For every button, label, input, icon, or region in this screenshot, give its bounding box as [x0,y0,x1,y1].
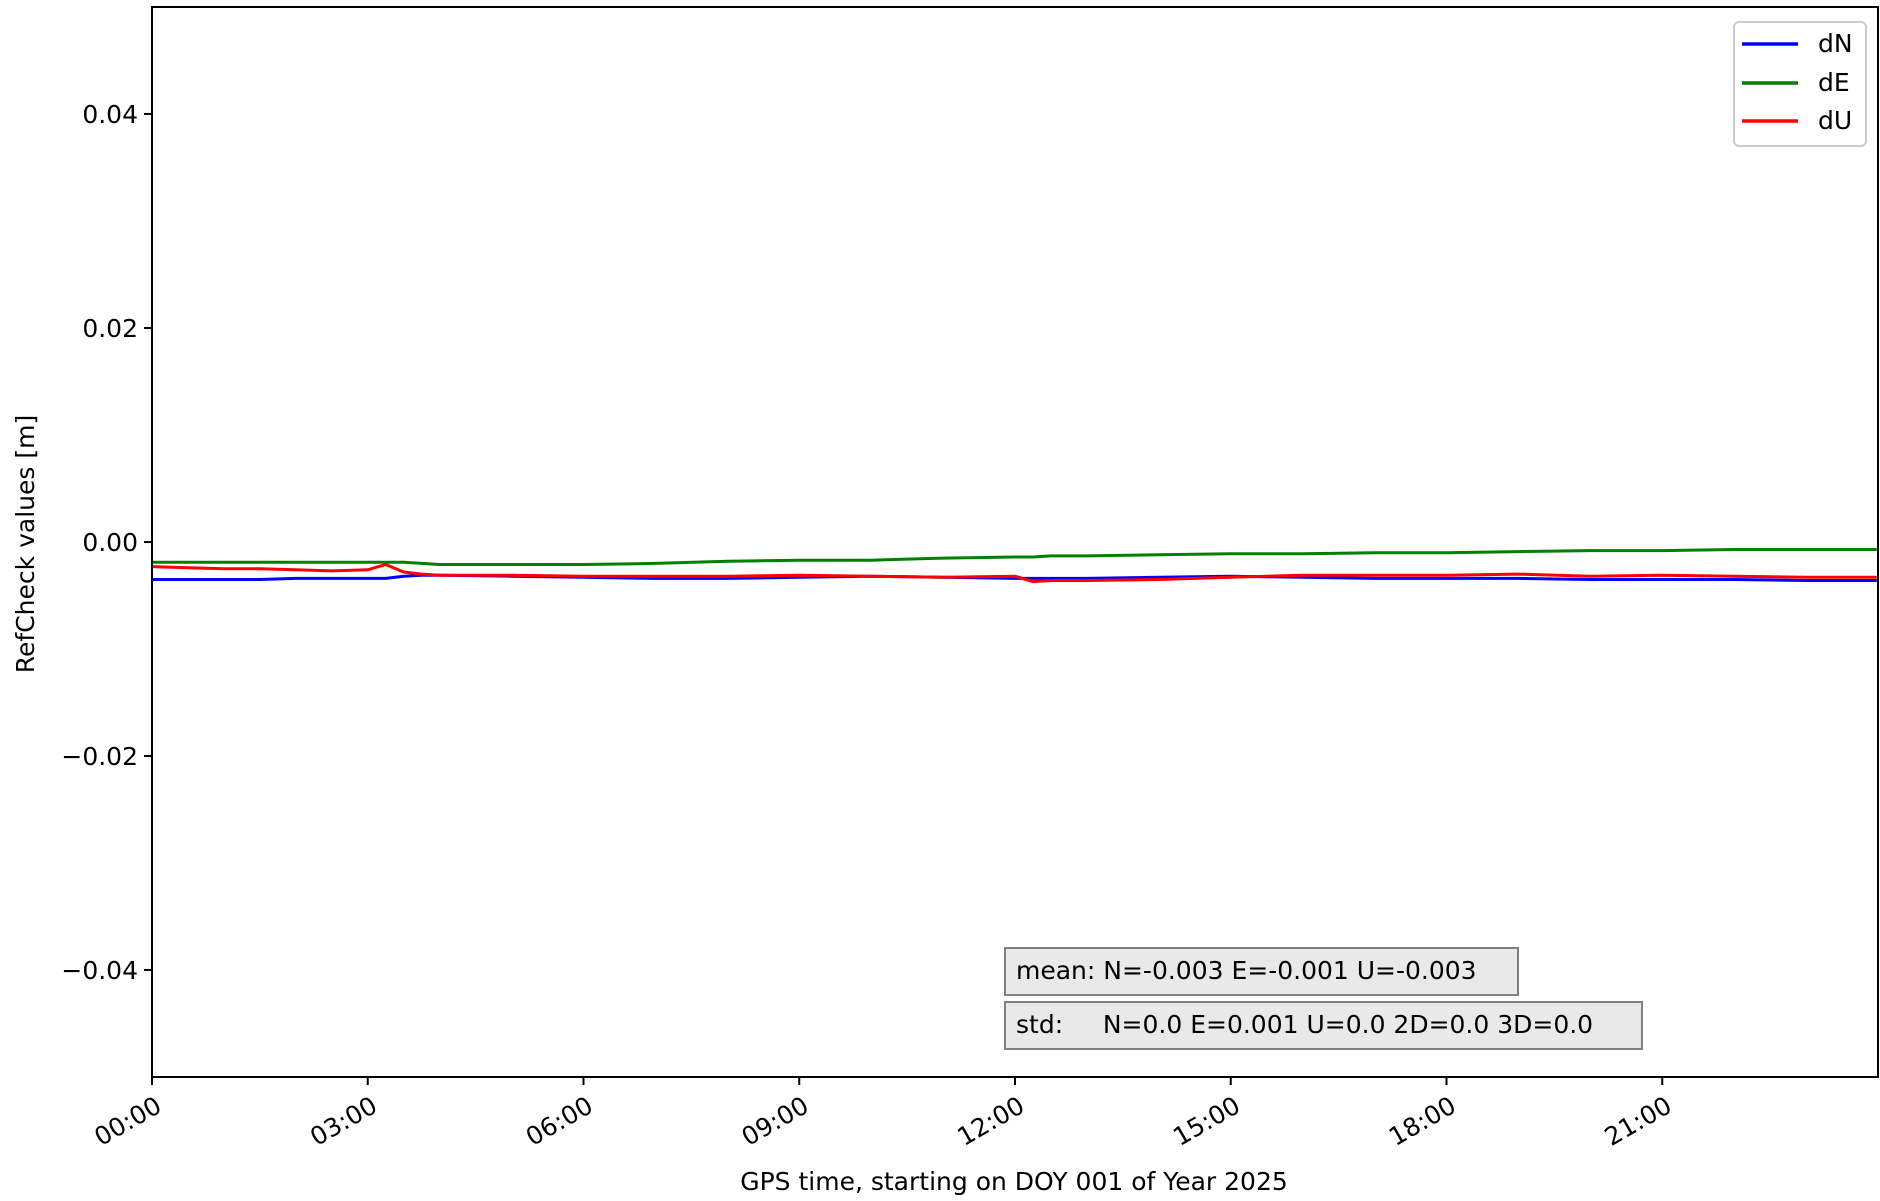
annotation-mean-text: mean: N=-0.003 E=-0.001 U=-0.003 [1016,956,1477,985]
plot-frame [151,6,1879,1078]
series-line-dE [152,548,1877,566]
y-axis-label: RefCheck values [m] [11,415,40,673]
annotation-mean-box [1004,947,1519,996]
y-tick-label: −0.02 [61,742,138,771]
legend-label-dN: dN [1818,29,1853,58]
annotation-mean: mean: N=-0.003 E=-0.001 U=-0.003 [1004,947,1519,996]
legend-label-dE: dE [1818,68,1850,97]
series-layer [151,548,1877,584]
annotation-std: std: N=0.0 E=0.001 U=0.0 2D=0.0 3D=0.0 [1004,1001,1643,1050]
y-tick-label: 0.00 [82,528,138,557]
y-tick-label: 0.02 [82,314,138,343]
y-tick-label: 0.04 [82,100,138,129]
legend-label-dU: dU [1818,106,1852,135]
annotation-std-box [1004,1001,1643,1050]
legend: dN dE dU [1733,21,1867,147]
y-tick-label: −0.04 [61,956,138,985]
series-line-dU [151,563,1877,584]
legend-frame [1733,21,1867,147]
x-axis-label: GPS time, starting on DOY 001 of Year 20… [740,1167,1288,1196]
annotation-std-text: std: N=0.0 E=0.001 U=0.0 2D=0.0 3D=0.0 [1016,1010,1593,1039]
